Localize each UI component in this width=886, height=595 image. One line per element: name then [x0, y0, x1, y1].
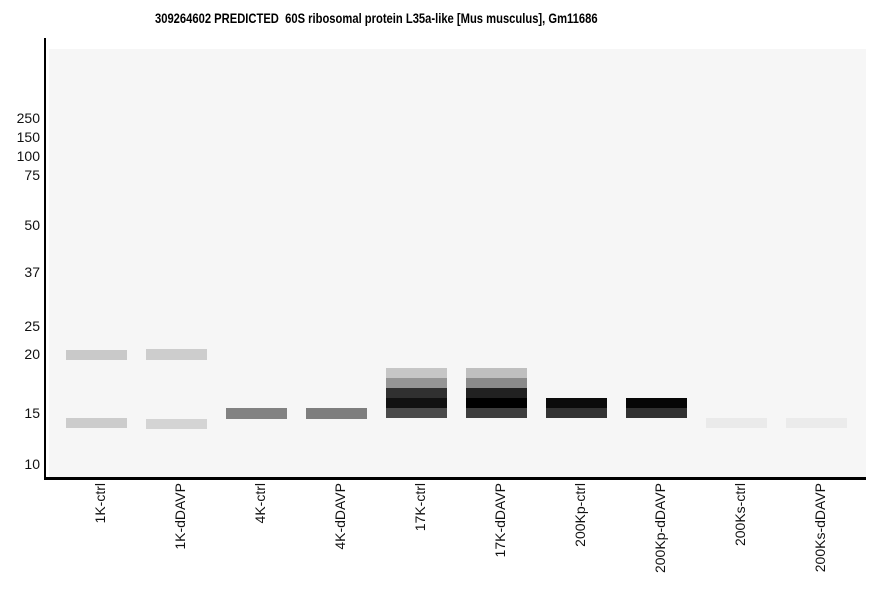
gel-band-1K-dDAVP — [145, 419, 207, 429]
gel-band-17K-ctrl — [385, 368, 447, 378]
chart-title: 309264602 PREDICTED 60S ribosomal protei… — [155, 10, 598, 26]
plot-area — [49, 49, 866, 477]
lane-label-200Kp-dDAVP: 200Kp-dDAVP — [652, 483, 668, 574]
gel-band-4K-dDAVP — [305, 408, 367, 419]
gel-band-1K-ctrl — [65, 418, 127, 428]
y-tick-label-37: 37 — [24, 264, 40, 280]
gel-band-200Ks-dDAVP — [785, 418, 847, 428]
gel-band-17K-dDAVP — [465, 368, 527, 378]
y-tick-label-150: 150 — [16, 129, 40, 145]
gel-band-200Kp-dDAVP — [625, 398, 687, 408]
gel-band-4K-ctrl — [225, 408, 287, 419]
lane-label-200Kp-ctrl: 200Kp-ctrl — [572, 483, 588, 547]
gel-band-1K-dDAVP — [145, 349, 207, 360]
lane-label-200Ks-ctrl: 200Ks-ctrl — [732, 483, 748, 547]
gel-band-17K-dDAVP — [465, 378, 527, 388]
lane-label-200Ks-dDAVP: 200Ks-dDAVP — [812, 483, 828, 573]
gel-band-17K-dDAVP — [465, 408, 527, 418]
lane-label-4K-dDAVP: 4K-dDAVP — [332, 483, 348, 550]
lane-label-1K-dDAVP: 1K-dDAVP — [172, 483, 188, 550]
y-tick-label-10: 10 — [24, 456, 40, 472]
gel-band-200Kp-ctrl — [545, 408, 607, 418]
lane-label-1K-ctrl: 1K-ctrl — [92, 483, 108, 524]
gel-band-200Ks-ctrl — [705, 418, 767, 428]
gel-band-17K-ctrl — [385, 388, 447, 398]
lane-label-17K-dDAVP: 17K-dDAVP — [492, 483, 508, 558]
gel-band-200Kp-dDAVP — [625, 408, 687, 418]
y-tick-label-20: 20 — [24, 346, 40, 362]
y-tick-label-15: 15 — [24, 405, 40, 421]
y-tick-label-25: 25 — [24, 318, 40, 334]
gel-band-17K-ctrl — [385, 378, 447, 388]
gel-band-17K-dDAVP — [465, 398, 527, 408]
x-axis-line — [44, 477, 866, 480]
y-tick-label-50: 50 — [24, 217, 40, 233]
gel-band-200Kp-ctrl — [545, 398, 607, 408]
y-tick-label-250: 250 — [16, 110, 40, 126]
y-axis-line — [44, 38, 46, 480]
y-tick-label-100: 100 — [16, 148, 40, 164]
gel-band-17K-dDAVP — [465, 388, 527, 398]
lane-label-17K-ctrl: 17K-ctrl — [412, 483, 428, 532]
y-tick-label-75: 75 — [24, 167, 40, 183]
gel-band-1K-ctrl — [65, 350, 127, 360]
gel-band-17K-ctrl — [385, 398, 447, 408]
gel-band-17K-ctrl — [385, 408, 447, 418]
lane-label-4K-ctrl: 4K-ctrl — [252, 483, 268, 524]
